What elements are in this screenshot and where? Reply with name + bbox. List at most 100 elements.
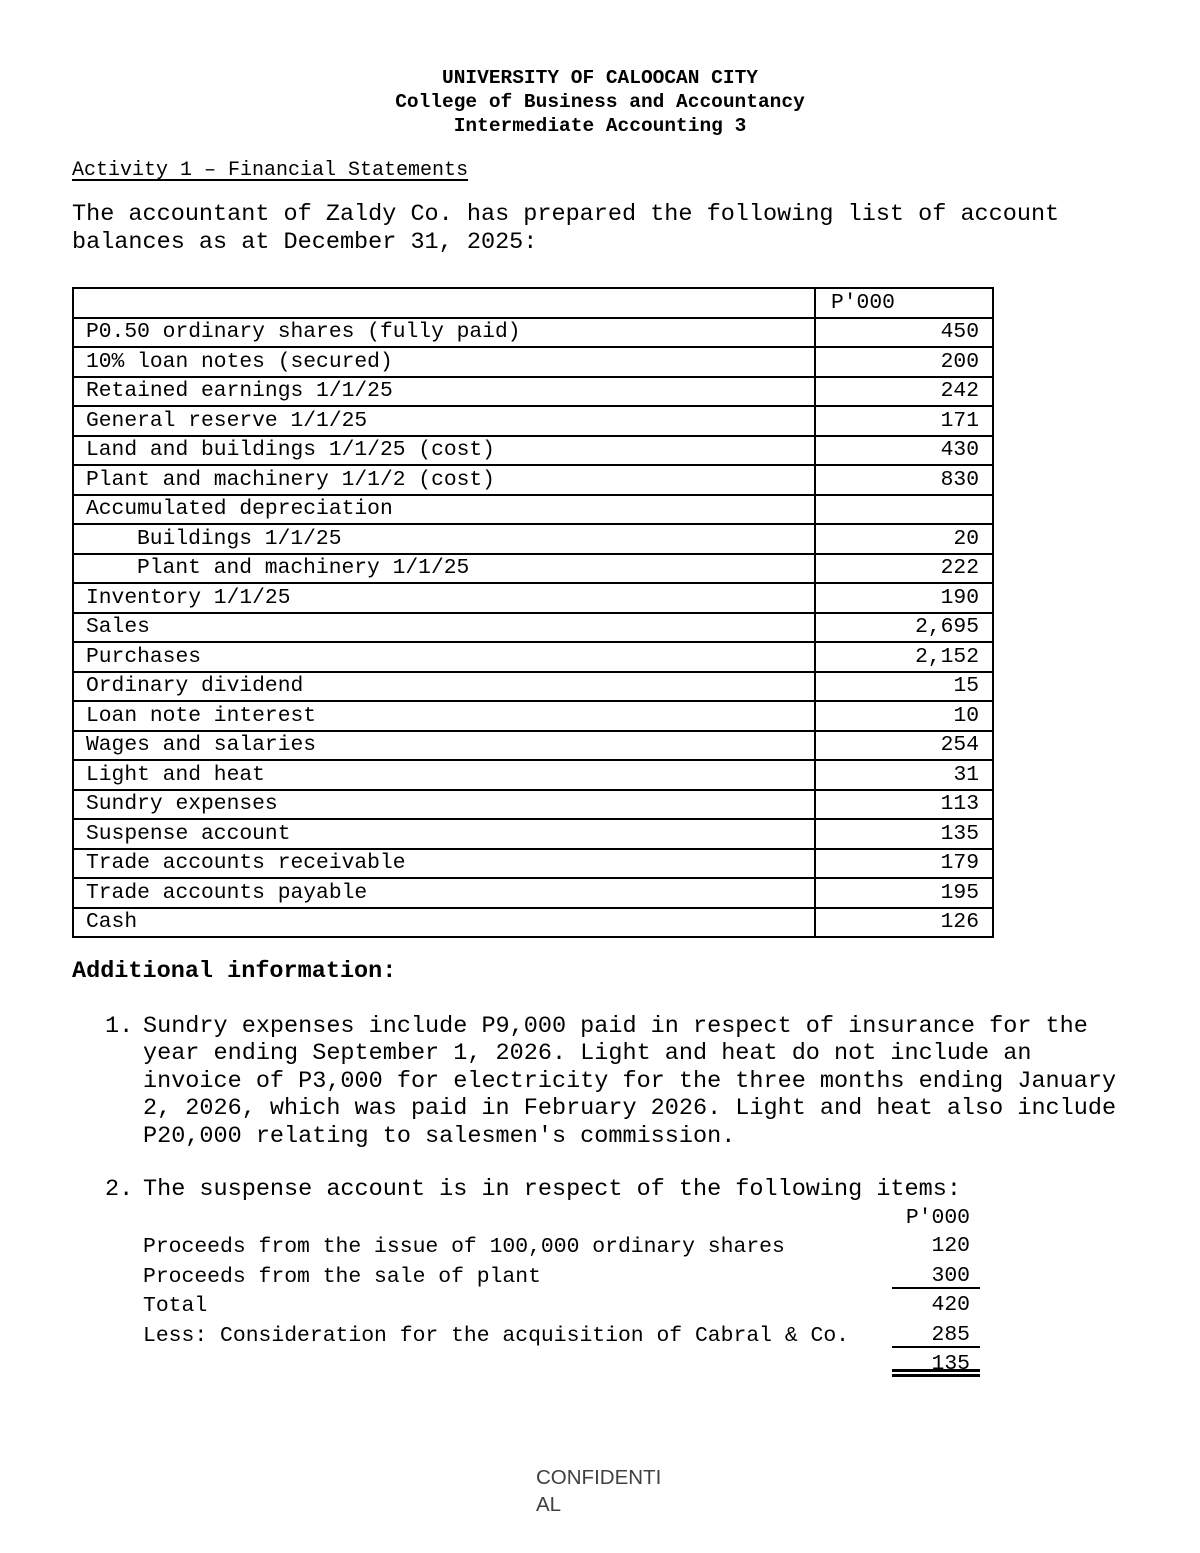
account-label: Ordinary dividend: [72, 670, 816, 702]
account-label: Inventory 1/1/25: [72, 582, 816, 614]
table-row: Accumulated depreciation: [72, 493, 994, 525]
suspense-value: 120: [931, 1234, 970, 1258]
confidential-watermark: CONFIDENTI AL: [536, 1464, 661, 1518]
table-row: Plant and machinery 1/1/2 (cost) 830: [72, 464, 994, 496]
account-label: Plant and machinery 1/1/25: [72, 552, 816, 584]
suspense-label: Total: [143, 1294, 208, 1318]
account-label: Cash: [72, 906, 816, 938]
document-header: UNIVERSITY OF CALOOCAN CITY College of B…: [0, 66, 1200, 138]
account-value: 830: [814, 464, 994, 496]
account-label: Trade accounts payable: [72, 877, 816, 909]
account-label: Land and buildings 1/1/25 (cost): [72, 434, 816, 466]
list-number: 2.: [105, 1176, 134, 1203]
list-number: 1.: [105, 1013, 134, 1040]
account-label: General reserve 1/1/25: [72, 405, 816, 437]
confidential-line-2: AL: [536, 1493, 562, 1516]
table-row: Purchases 2,152: [72, 641, 994, 673]
university-name: UNIVERSITY OF CALOOCAN CITY: [442, 67, 758, 89]
table-row: Light and heat 31: [72, 759, 994, 791]
account-value: 20: [814, 523, 994, 555]
account-value: 190: [814, 582, 994, 614]
list-item: Proceeds from the sale of plant 300: [143, 1263, 980, 1293]
list-item: Proceeds from the issue of 100,000 ordin…: [143, 1233, 980, 1263]
account-value: 242: [814, 375, 994, 407]
suspense-value: 285: [892, 1323, 980, 1348]
table-row: Sales 2,695: [72, 611, 994, 643]
account-value: 195: [814, 877, 994, 909]
table-row: Suspense account 135: [72, 818, 994, 850]
list-item: Total 420: [143, 1292, 980, 1322]
suspense-label: Less: Consideration for the acquisition …: [143, 1323, 850, 1348]
account-value: 113: [814, 788, 994, 820]
info-item-2: 2. The suspense account is in respect of…: [105, 1176, 1123, 1203]
intro-paragraph: The accountant of Zaldy Co. has prepared…: [72, 201, 1060, 256]
account-label: Suspense account: [72, 818, 816, 850]
confidential-line-1: CONFIDENTI: [536, 1466, 662, 1489]
suspense-value: 300: [892, 1264, 980, 1289]
account-label: P0.50 ordinary shares (fully paid): [72, 316, 816, 348]
suspense-breakdown: P'000 Proceeds from the issue of 100,000…: [143, 1203, 980, 1381]
table-row: 10% loan notes (secured) 200: [72, 346, 994, 378]
account-label: Light and heat: [72, 759, 816, 791]
table-row: Trade accounts payable 195: [72, 877, 994, 909]
empty-header-cell: [72, 287, 816, 319]
account-value: 430: [814, 434, 994, 466]
suspense-label: Proceeds from the issue of 100,000 ordin…: [143, 1235, 785, 1259]
account-label: 10% loan notes (secured): [72, 346, 816, 378]
table-row: Ordinary dividend 15: [72, 670, 994, 702]
additional-info-heading: Additional information:: [72, 958, 397, 985]
account-value: 171: [814, 405, 994, 437]
account-value: 126: [814, 906, 994, 938]
table-row: Loan note interest 10: [72, 700, 994, 732]
account-value: 450: [814, 316, 994, 348]
account-label: Accumulated depreciation: [72, 493, 816, 525]
account-value: 222: [814, 552, 994, 584]
table-row: Inventory 1/1/25 190: [72, 582, 994, 614]
list-item-text: Sundry expenses include P9,000 paid in r…: [143, 1013, 1117, 1150]
account-value: 2,152: [814, 641, 994, 673]
table-row: Sundry expenses 113: [72, 788, 994, 820]
suspense-label: [143, 1351, 892, 1381]
account-value: 200: [814, 346, 994, 378]
account-label: Wages and salaries: [72, 729, 816, 761]
course-name: Intermediate Accounting 3: [453, 115, 747, 137]
table-header-row: P'000: [72, 287, 994, 319]
account-label: Trade accounts receivable: [72, 847, 816, 879]
table-row: Cash 126: [72, 906, 994, 938]
table-row: Buildings 1/1/25 20: [72, 523, 994, 555]
account-value: 15: [814, 670, 994, 702]
suspense-value: 420: [931, 1293, 970, 1317]
account-balances-table: P'000 P0.50 ordinary shares (fully paid)…: [72, 287, 994, 938]
college-name: College of Business and Accountancy: [395, 91, 805, 113]
table-row: General reserve 1/1/25 171: [72, 405, 994, 437]
account-label: Loan note interest: [72, 700, 816, 732]
account-label: Buildings 1/1/25: [72, 523, 816, 555]
account-value: 179: [814, 847, 994, 879]
list-item-text: The suspense account is in respect of th…: [143, 1176, 961, 1203]
table-row: P0.50 ordinary shares (fully paid) 450: [72, 316, 994, 348]
table-row: Wages and salaries 254: [72, 729, 994, 761]
account-label: Sales: [72, 611, 816, 643]
activity-title: Activity 1 – Financial Statements: [72, 159, 469, 182]
account-value: [814, 493, 994, 525]
table-row: Plant and machinery 1/1/25 222: [72, 552, 994, 584]
info-item-1: 1. Sundry expenses include P9,000 paid i…: [105, 1013, 1123, 1150]
account-value: 135: [814, 818, 994, 850]
account-value: 10: [814, 700, 994, 732]
list-item: 135: [143, 1351, 980, 1381]
account-label: Retained earnings 1/1/25: [72, 375, 816, 407]
value-column-header: P'000: [814, 287, 994, 319]
list-item: Less: Consideration for the acquisition …: [143, 1322, 980, 1352]
account-label: Sundry expenses: [72, 788, 816, 820]
table-row: Land and buildings 1/1/25 (cost) 430: [72, 434, 994, 466]
account-value: 254: [814, 729, 994, 761]
table-row: Trade accounts receivable 179: [72, 847, 994, 879]
suspense-value-header: P'000: [905, 1206, 970, 1230]
account-value: 31: [814, 759, 994, 791]
account-value: 2,695: [814, 611, 994, 643]
account-label: Plant and machinery 1/1/2 (cost): [72, 464, 816, 496]
table-row: Retained earnings 1/1/25 242: [72, 375, 994, 407]
suspense-label: Proceeds from the sale of plant: [143, 1264, 541, 1289]
account-label: Purchases: [72, 641, 816, 673]
